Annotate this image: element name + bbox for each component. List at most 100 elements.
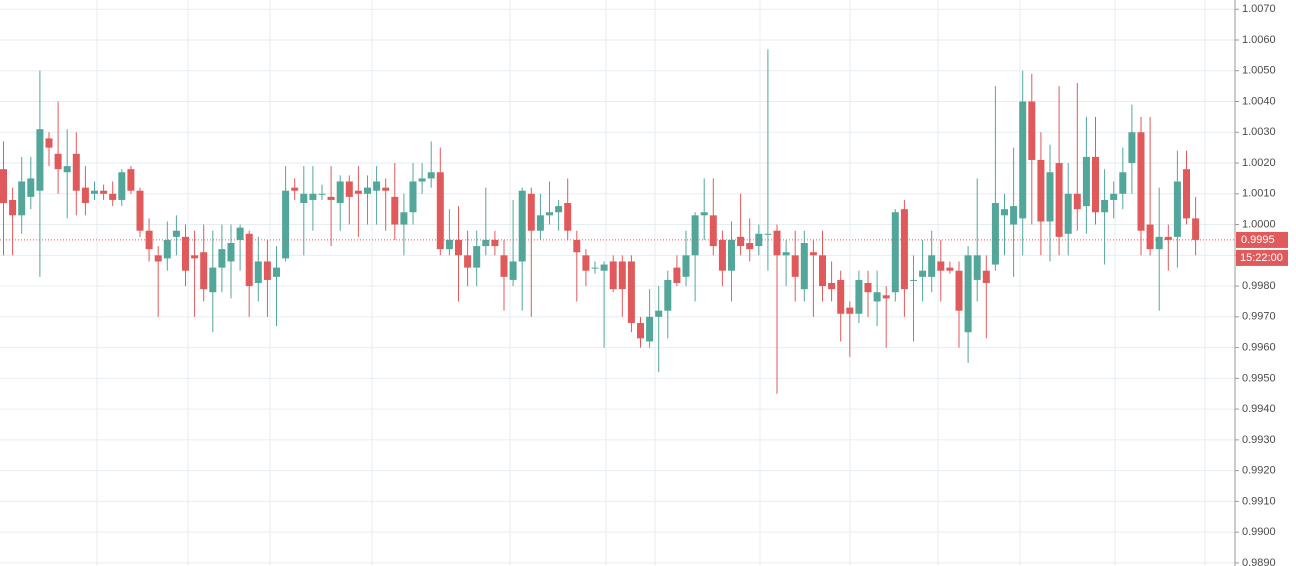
candle-body [191, 255, 199, 259]
candle-body [1119, 172, 1127, 194]
candle-body [764, 233, 772, 235]
candle-body [582, 255, 590, 271]
candle-body [236, 227, 244, 240]
candle-body [955, 270, 963, 311]
candle-body [937, 261, 945, 271]
candle-body [555, 206, 563, 213]
candle-body [418, 178, 426, 182]
y-tick-label: 1.0040 [1242, 95, 1276, 107]
candle-body [136, 190, 144, 231]
candle-body [400, 212, 408, 225]
candle-body [1183, 169, 1190, 219]
candle-body [100, 190, 108, 194]
candle-body [564, 203, 572, 231]
candle-body [573, 239, 581, 253]
candle-body [473, 246, 481, 268]
candle-body [982, 270, 990, 283]
candle-body [609, 261, 617, 290]
candle-body [746, 243, 754, 250]
candle-body [600, 264, 608, 271]
candle-body [491, 239, 499, 247]
candle-body [200, 252, 208, 290]
candle-body [1110, 193, 1118, 200]
candle-body [718, 239, 726, 271]
candle-body [254, 261, 262, 283]
candle-body [118, 172, 126, 200]
candle-body [391, 196, 399, 225]
candle-body [154, 255, 162, 262]
candle-body [482, 239, 490, 247]
candle-body [1128, 132, 1136, 164]
candle-body [427, 172, 435, 179]
candle-body [646, 316, 654, 342]
candle-body [855, 279, 863, 314]
candle-body [691, 215, 699, 256]
candle-body [81, 187, 89, 204]
candle-body [1028, 101, 1036, 160]
candle-body [464, 255, 472, 268]
y-tick-label: 0.9920 [1242, 465, 1276, 477]
candle-body [1082, 156, 1090, 207]
candle-body [1192, 218, 1200, 240]
candle-body [45, 138, 53, 148]
y-tick-label: 0.9900 [1242, 526, 1276, 538]
candle-body [773, 230, 781, 256]
candle-body [637, 322, 644, 339]
candle-body [163, 239, 171, 259]
candle-body [1064, 193, 1072, 234]
candle-body [27, 178, 35, 197]
y-tick-label: 1.0030 [1242, 126, 1276, 138]
candle-body [455, 239, 462, 256]
y-tick-label: 0.9930 [1242, 434, 1276, 446]
candle-body [618, 261, 626, 290]
candle-body [991, 203, 999, 265]
candle-body [1046, 172, 1054, 222]
candle-body [973, 255, 981, 280]
candle-body [873, 292, 881, 302]
y-tick-label: 0.9970 [1242, 311, 1276, 323]
y-tick-label: 0.9910 [1242, 495, 1276, 507]
candle-body [172, 230, 180, 237]
candle-body [891, 212, 899, 293]
candle-body [755, 233, 763, 247]
candle-body [919, 270, 927, 277]
candle-body [527, 193, 535, 231]
candle-body [536, 215, 544, 231]
candle-body [1055, 163, 1063, 237]
candle-body [655, 310, 663, 317]
candle-body [263, 261, 271, 280]
candle-body [345, 181, 353, 197]
candle-body [819, 255, 826, 287]
candle-body [227, 243, 235, 262]
candle-body [1073, 193, 1081, 210]
time-label: 15:22:00 [1240, 252, 1283, 264]
y-tick-label: 1.0060 [1242, 34, 1276, 46]
y-tick-label: 0.9950 [1242, 372, 1276, 384]
candle-body [1010, 206, 1018, 225]
candle-body [382, 187, 390, 191]
candle-body [737, 236, 745, 247]
candle-body [445, 239, 453, 250]
candle-body [700, 212, 708, 216]
candle-body [500, 255, 508, 277]
candle-body [373, 181, 381, 191]
y-tick-label: 1.0010 [1242, 188, 1276, 200]
candle-body [273, 267, 280, 277]
candle-body [182, 236, 189, 271]
candle-body [354, 190, 362, 194]
candle-body [300, 193, 308, 204]
candle-body [837, 279, 845, 314]
candle-body [218, 249, 226, 268]
candle-body [928, 255, 936, 277]
y-tick-label: 0.9980 [1242, 280, 1276, 292]
candle-body [145, 230, 153, 250]
candle-body [828, 283, 836, 290]
candle-body [591, 267, 599, 269]
candle-body [54, 153, 62, 170]
candle-body [109, 193, 117, 200]
candle-body [127, 169, 135, 191]
candle-body [436, 172, 444, 250]
candle-body [1137, 132, 1145, 231]
last-price-label: 0.9995 [1241, 234, 1275, 246]
